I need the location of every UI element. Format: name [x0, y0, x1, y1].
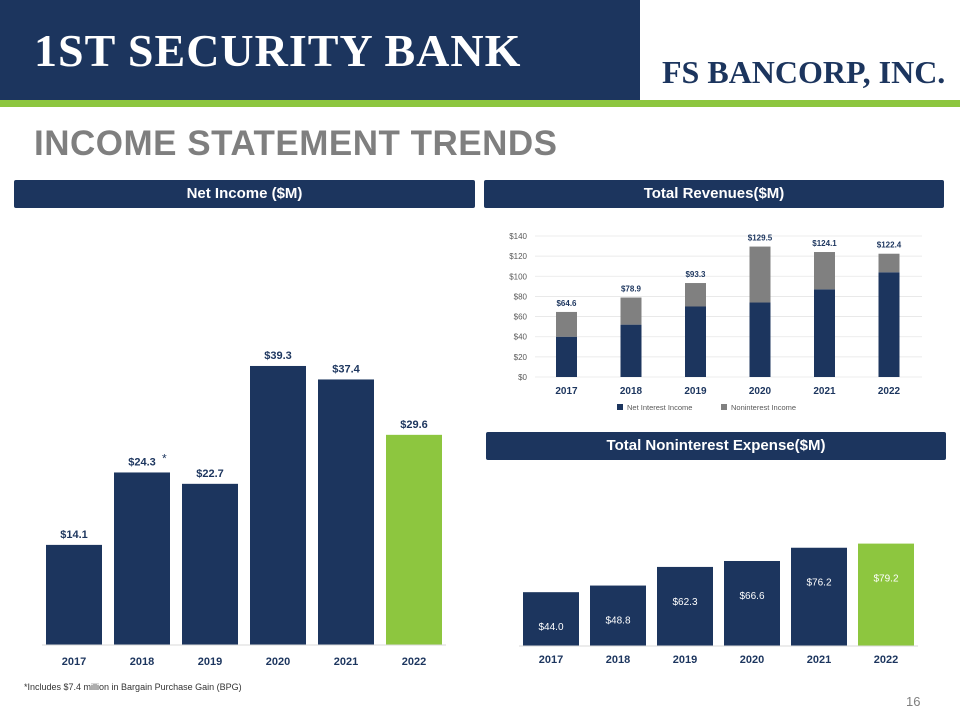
header-banner: [0, 0, 640, 100]
page-title: INCOME STATEMENT TRENDS: [34, 124, 558, 163]
net-income-value-label: $22.7: [196, 468, 224, 480]
net-income-year-label: 2018: [130, 656, 154, 668]
revenues-y-tick-label: $20: [514, 353, 528, 362]
expense-value-label: $66.6: [739, 591, 764, 602]
parent-company-logo: FS BANCORP, INC.: [662, 54, 946, 90]
net-income-bar: [318, 379, 374, 645]
revenues-y-tick-label: $0: [518, 373, 527, 382]
expense-year-label: 2020: [740, 654, 764, 666]
net-income-year-label: 2021: [334, 656, 358, 668]
net-income-bar: [114, 472, 170, 645]
net-income-title: Net Income ($M): [14, 180, 475, 208]
expense-year-label: 2021: [807, 654, 831, 666]
net-income-bar: [250, 365, 306, 645]
revenues-total-label: $78.9: [621, 285, 642, 294]
revenues-bar-net-interest: [685, 306, 706, 377]
net-income-bar: [182, 483, 238, 645]
revenues-y-tick-label: $100: [509, 272, 527, 281]
net-income-year-label: 2017: [62, 656, 86, 668]
total-revenues-title: Total Revenues($M): [484, 180, 944, 208]
header-logo-area: [640, 0, 960, 100]
revenues-bar-noninterest: [556, 311, 577, 337]
expense-bar: [858, 543, 914, 646]
revenues-bar-noninterest: [685, 283, 706, 307]
revenues-y-tick-label: $120: [509, 252, 527, 261]
revenues-bar-noninterest: [878, 253, 900, 273]
revenues-year-label: 2020: [749, 386, 772, 397]
expense-year-label: 2022: [874, 654, 898, 666]
legend-label-net-interest: Net Interest Income: [627, 403, 692, 412]
expense-value-label: $79.2: [873, 574, 898, 585]
legend-label-noninterest: Noninterest Income: [731, 403, 796, 412]
bank-logo: 1ST SECURITY BANK: [34, 25, 522, 76]
revenues-bar-net-interest: [620, 324, 642, 377]
net-income-value-label: $14.1: [60, 529, 88, 541]
expense-value-label: $62.3: [672, 597, 697, 608]
revenues-bar-net-interest: [814, 289, 835, 377]
net-income-value-label: $39.3: [264, 350, 292, 362]
revenues-year-label: 2019: [684, 386, 707, 397]
net-income-bar: [386, 434, 442, 645]
expense-bar: [657, 566, 713, 646]
header-accent-line: [0, 100, 960, 107]
net-income-value-label: $29.6: [400, 419, 428, 431]
revenues-year-label: 2022: [878, 386, 901, 397]
legend-swatch-noninterest: [721, 404, 727, 410]
revenues-bar-net-interest: [556, 336, 577, 377]
expense-value-label: $76.2: [806, 578, 831, 589]
expense-year-label: 2019: [673, 654, 697, 666]
expense-bar: [590, 585, 646, 646]
revenues-bar-net-interest: [749, 302, 771, 377]
revenues-total-label: $122.4: [877, 241, 902, 250]
legend-swatch-net-interest: [617, 404, 623, 410]
revenues-y-tick-label: $140: [509, 232, 527, 241]
net-income-year-label: 2020: [266, 656, 290, 668]
noninterest-expense-title: Total Noninterest Expense($M): [486, 432, 946, 460]
revenues-bar-noninterest: [749, 246, 771, 303]
revenues-total-label: $124.1: [812, 239, 837, 248]
revenues-bar-noninterest: [620, 297, 642, 325]
net-income-annotation-asterisk: *: [162, 451, 167, 465]
net-income-year-label: 2019: [198, 656, 222, 668]
revenues-year-label: 2021: [813, 386, 836, 397]
expense-year-label: 2017: [539, 654, 563, 666]
revenues-y-tick-label: $60: [514, 313, 528, 322]
net-income-year-label: 2022: [402, 656, 426, 668]
revenues-bar-noninterest: [814, 252, 835, 290]
expense-bar: [791, 547, 847, 646]
expense-bar: [724, 560, 780, 646]
net-income-bar: [46, 544, 102, 645]
expense-year-label: 2018: [606, 654, 630, 666]
expense-bar: [523, 592, 579, 646]
revenues-y-tick-label: $80: [514, 292, 528, 301]
revenues-total-label: $64.6: [556, 299, 577, 308]
expense-value-label: $44.0: [538, 622, 563, 633]
expense-value-label: $48.8: [605, 616, 630, 627]
revenues-year-label: 2018: [620, 386, 643, 397]
net-income-value-label: $24.3: [128, 456, 156, 468]
revenues-bar-net-interest: [878, 272, 900, 377]
revenues-total-label: $129.5: [748, 234, 773, 243]
page-number: 16: [906, 694, 921, 709]
revenues-y-tick-label: $40: [514, 333, 528, 342]
footnote: *Includes $7.4 million in Bargain Purcha…: [24, 682, 242, 692]
revenues-total-label: $93.3: [685, 270, 706, 279]
net-income-value-label: $37.4: [332, 363, 360, 375]
revenues-year-label: 2017: [555, 386, 578, 397]
